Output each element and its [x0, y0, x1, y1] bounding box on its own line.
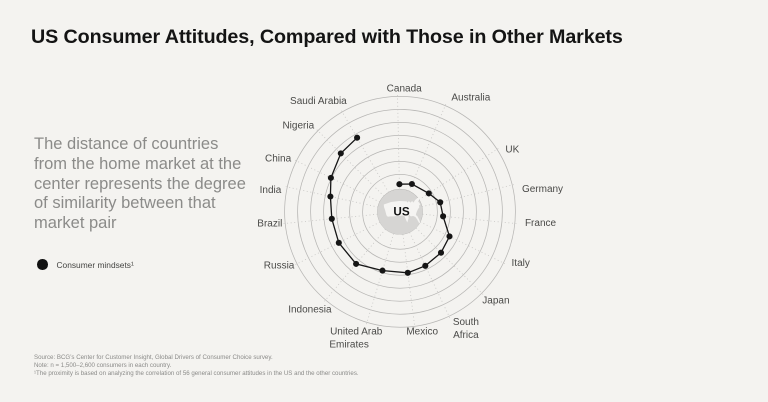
svg-text:Japan: Japan [482, 295, 509, 306]
svg-text:Indonesia: Indonesia [288, 304, 332, 315]
svg-text:Australia: Australia [451, 93, 490, 104]
svg-text:France: France [525, 218, 557, 229]
svg-text:Emirates: Emirates [329, 340, 368, 351]
svg-text:India: India [260, 185, 282, 196]
svg-text:South: South [453, 317, 479, 328]
svg-text:United Arab: United Arab [330, 327, 383, 338]
svg-text:Mexico: Mexico [406, 327, 438, 338]
svg-text:Canada: Canada [387, 84, 422, 95]
svg-text:Saudi Arabia: Saudi Arabia [290, 96, 347, 107]
svg-text:Nigeria: Nigeria [282, 121, 314, 132]
svg-text:China: China [265, 153, 292, 164]
svg-text:UK: UK [505, 145, 519, 156]
svg-text:Brazil: Brazil [257, 218, 282, 229]
svg-text:Russia: Russia [264, 260, 295, 271]
svg-text:Germany: Germany [522, 184, 563, 195]
svg-text:US: US [393, 205, 409, 218]
svg-text:Italy: Italy [512, 258, 530, 269]
svg-text:Africa: Africa [453, 330, 479, 341]
